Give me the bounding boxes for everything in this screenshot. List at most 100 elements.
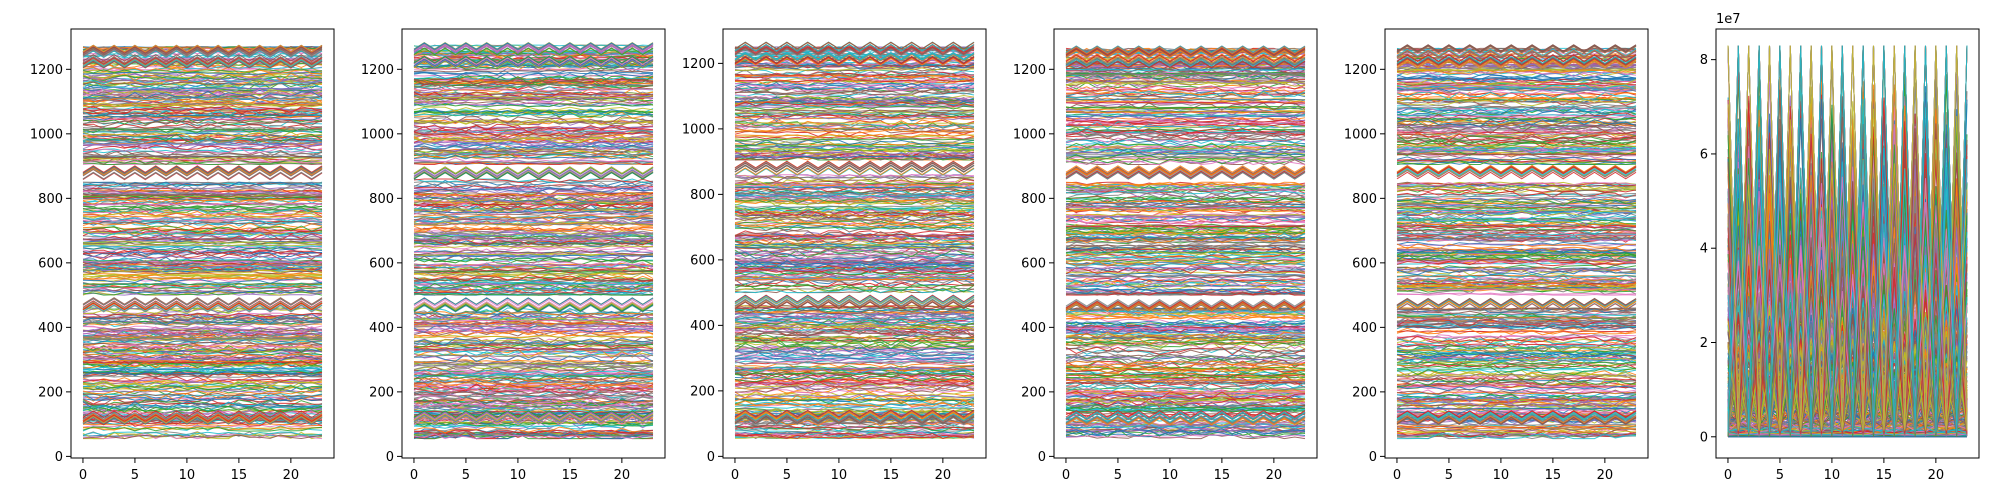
series-line (1396, 195, 1637, 199)
series-line (734, 53, 975, 62)
series-line (82, 312, 323, 319)
series-line (734, 112, 975, 118)
series-line (734, 233, 975, 238)
series-line (413, 191, 654, 197)
series-line (1065, 261, 1306, 265)
series-line (734, 288, 975, 294)
series-line (413, 210, 654, 214)
series-line (82, 412, 323, 420)
series-line (1066, 110, 1306, 114)
series-line (82, 149, 323, 154)
series-line (1065, 80, 1306, 87)
series-line (82, 375, 323, 379)
series-line (1396, 54, 1637, 62)
series-line (1065, 274, 1306, 278)
series-line (82, 242, 323, 248)
series-line (82, 285, 323, 290)
series-line (1065, 165, 1306, 173)
axes-frame (1053, 28, 1318, 459)
series-line (1396, 292, 1637, 295)
series-line (1065, 341, 1306, 347)
series-line (413, 346, 654, 352)
series-line (734, 182, 975, 186)
series-line (1396, 377, 1637, 387)
series-line (1396, 243, 1637, 250)
series-line (734, 45, 975, 54)
series-line (413, 260, 654, 269)
series-line (413, 413, 654, 422)
series-line (734, 283, 975, 289)
series-line (413, 326, 654, 331)
series-line (734, 382, 975, 386)
series-line (1065, 151, 1306, 160)
series-line (413, 398, 654, 409)
series-line (413, 225, 654, 233)
series-line (82, 316, 323, 326)
series-lines (1396, 44, 1637, 440)
series-line (734, 278, 975, 288)
series-line (82, 56, 323, 64)
series-line (82, 410, 323, 419)
series-line (82, 287, 323, 295)
series-line (1396, 67, 1637, 71)
series-line (413, 240, 654, 247)
series-line (1396, 281, 1637, 288)
series-line (1396, 268, 1637, 271)
series-line (1065, 266, 1306, 270)
x-tick-label: 20 (1266, 468, 1283, 483)
series-line (734, 375, 975, 383)
series-line (1396, 253, 1637, 262)
series-line (413, 59, 654, 68)
y-tick-label: 200 (369, 385, 394, 400)
series-line (734, 186, 975, 190)
series-line (82, 433, 323, 440)
series-line (734, 221, 975, 229)
series-line (734, 345, 975, 351)
series-line (82, 50, 323, 59)
series-line (413, 338, 654, 343)
series-line (1396, 164, 1637, 173)
series-line (82, 409, 323, 417)
series-line (413, 428, 654, 437)
series-line (1396, 102, 1637, 109)
series-line (413, 178, 654, 184)
series-line (1396, 156, 1637, 161)
y-tick-label: 400 (690, 319, 715, 334)
series-line (734, 164, 975, 173)
series-line (82, 273, 323, 277)
series-line (1065, 56, 1306, 64)
series-line (734, 259, 975, 263)
series-line (413, 57, 654, 65)
series-line (413, 276, 654, 282)
series-line (1396, 281, 1637, 285)
series-line (1065, 429, 1306, 436)
series-line (1396, 139, 1637, 147)
series-line (82, 124, 323, 133)
y-tick-label: 1200 (30, 63, 63, 78)
series-line (1065, 198, 1306, 204)
series-line (1065, 46, 1306, 55)
series-line (734, 359, 975, 366)
series-line (1065, 137, 1306, 144)
series-line (413, 331, 654, 337)
series-line (734, 62, 975, 70)
x-tick-label: 20 (1597, 468, 1614, 483)
series-line (413, 410, 654, 418)
series-line (1396, 410, 1637, 418)
series-line (82, 115, 323, 122)
series-line (734, 174, 975, 178)
y-tick-label: 6 (1700, 147, 1708, 162)
y-tick-label: 1200 (1344, 63, 1377, 78)
series-line (82, 72, 323, 82)
series-line (734, 197, 975, 206)
series-line (413, 166, 654, 174)
series-line (734, 409, 975, 418)
series-line (1065, 362, 1306, 370)
series-line (734, 262, 975, 271)
series-line (82, 230, 323, 236)
series-line (1065, 60, 1306, 68)
series-line (82, 96, 323, 100)
series-line (1065, 70, 1306, 78)
series-line (734, 67, 975, 72)
series-line (734, 301, 975, 309)
